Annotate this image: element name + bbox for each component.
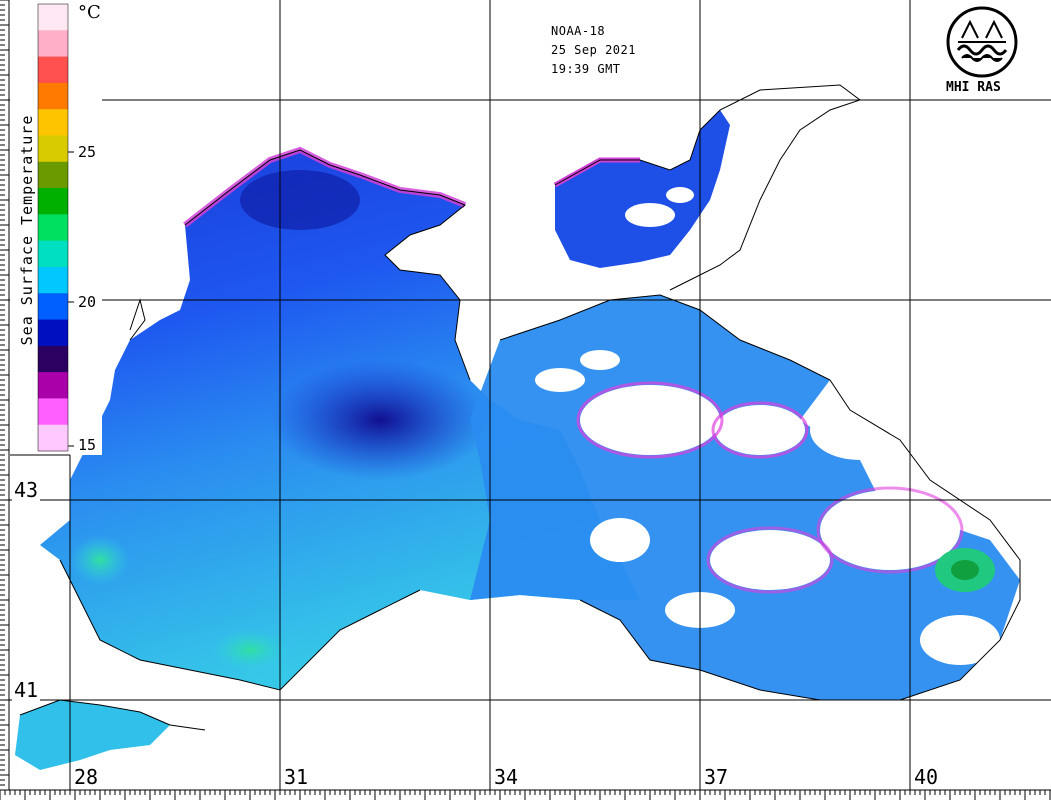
- logo-text: MHI RAS: [946, 80, 1001, 95]
- colorbar-band: [38, 188, 68, 215]
- colorbar-unit: °C: [78, 2, 101, 23]
- longitude-label-37: 37: [702, 765, 731, 789]
- satellite-label: NOAA-18: [551, 24, 606, 38]
- colorbar-band: [38, 266, 68, 294]
- colorbar-band: [38, 56, 68, 84]
- longitude-label-31: 31: [282, 765, 311, 789]
- colorbar-tick-20: 20: [78, 293, 97, 311]
- colorbar-tick-15: 15: [78, 436, 97, 454]
- colorbar-band: [38, 30, 68, 58]
- colorbar-band: [38, 109, 68, 136]
- colorbar-band: [38, 293, 68, 321]
- colorbar-gradient: [38, 4, 68, 452]
- longitude-label-28: 28: [72, 765, 101, 789]
- mhi-ras-logo-emblem: [946, 6, 1018, 78]
- sea-of-marmara: [15, 700, 170, 770]
- left-ruler-ticks: [0, 0, 9, 786]
- colorbar-band: [38, 240, 68, 268]
- date-label: 25 Sep 2021: [551, 43, 636, 57]
- longitude-label-34: 34: [492, 765, 521, 789]
- colorbar-band: [38, 398, 68, 426]
- colorbar-band: [38, 319, 68, 347]
- time-label: 19:39 GMT: [551, 62, 621, 76]
- colorbar-band: [38, 161, 68, 189]
- colorbar-title: Sea Surface Temperature: [18, 114, 36, 346]
- latitude-label-43: 43: [12, 478, 41, 502]
- colorbar-tick-25: 25: [78, 143, 97, 161]
- colorbar-band: [38, 424, 68, 452]
- colorbar-band: [38, 345, 68, 373]
- colorbar-band: [38, 4, 68, 31]
- colorbar-band: [38, 214, 68, 242]
- colorbar-band: [38, 372, 68, 399]
- colorbar-band: [38, 135, 68, 163]
- latitude-label-41: 41: [12, 678, 41, 702]
- bottom-ruler-ticks: [0, 790, 1051, 800]
- sea-of-azov: [555, 110, 730, 268]
- longitude-label-40: 40: [912, 765, 941, 789]
- colorbar-band: [38, 82, 68, 110]
